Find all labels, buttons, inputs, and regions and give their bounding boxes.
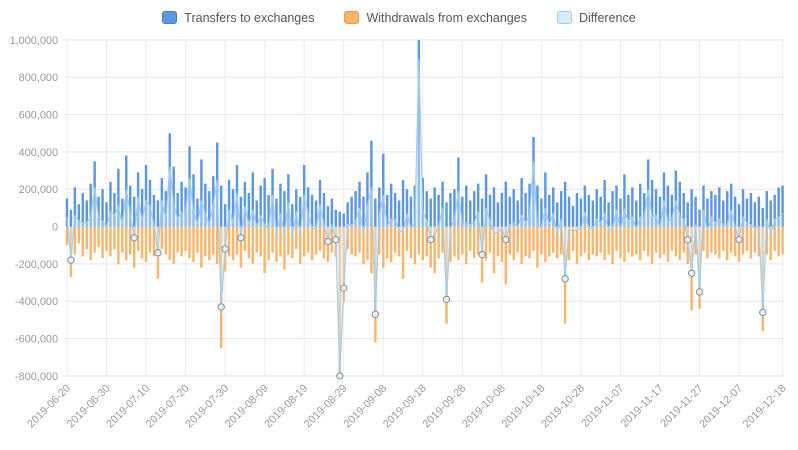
svg-text:1,000,000: 1,000,000	[10, 35, 58, 47]
legend-item-transfers[interactable]: Transfers to exchanges	[162, 11, 314, 25]
svg-text:-200,000: -200,000	[15, 259, 58, 271]
legend-item-withdrawals[interactable]: Withdrawals from exchanges	[344, 10, 527, 25]
legend-label-transfers: Transfers to exchanges	[184, 10, 315, 25]
legend-swatch-withdrawals-icon	[344, 11, 360, 25]
svg-text:0: 0	[52, 221, 58, 233]
transfers-bars	[65, 39, 784, 227]
svg-text:2019-12-18: 2019-12-18	[741, 382, 789, 430]
legend-item-difference[interactable]: Difference	[556, 10, 636, 25]
svg-text:200,000: 200,000	[19, 184, 58, 196]
chart-legend: Transfers to exchanges Withdrawals from …	[0, 0, 798, 32]
legend-swatch-difference-icon	[556, 11, 572, 25]
difference-line	[66, 58, 783, 376]
svg-text:2019-12-07: 2019-12-07	[697, 382, 745, 430]
svg-text:600,000: 600,000	[19, 109, 58, 121]
svg-text:-800,000: -800,000	[15, 371, 58, 383]
legend-label-difference: Difference	[578, 10, 636, 25]
svg-text:800,000: 800,000	[19, 72, 58, 84]
svg-text:-600,000: -600,000	[15, 333, 58, 345]
svg-text:400,000: 400,000	[19, 147, 58, 159]
legend-swatch-transfers-icon	[162, 11, 178, 25]
difference-markers	[67, 233, 767, 380]
svg-text:-400,000: -400,000	[15, 296, 58, 308]
chart-plot-area: 2019-06-202019-06-302019-07-102019-07-20…	[10, 35, 789, 430]
legend-label-withdrawals: Withdrawals from exchanges	[366, 10, 527, 25]
